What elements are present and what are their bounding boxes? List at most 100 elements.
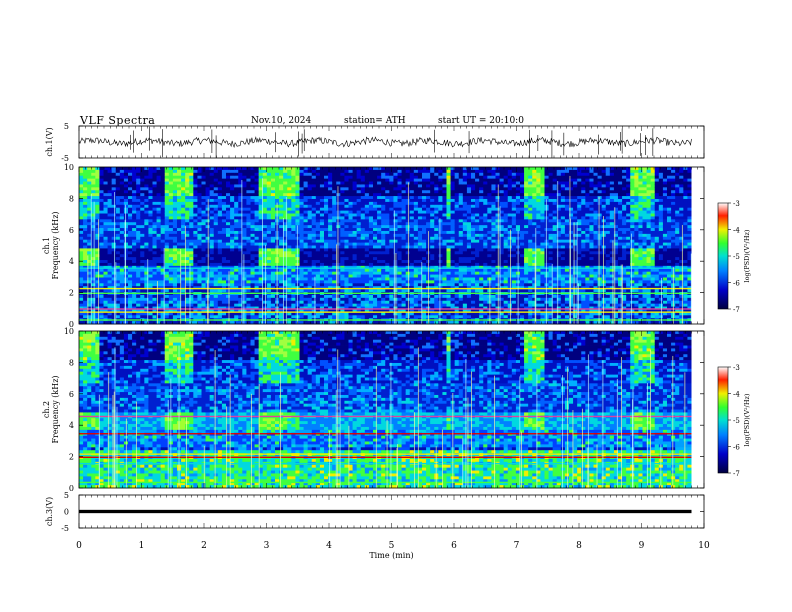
spectrogram-cell [79,190,84,194]
spectrogram-cell [140,222,145,226]
spectrogram-cell [373,312,378,316]
spectrogram-cell [226,213,231,217]
spectrogram-cell [234,169,239,174]
spectrogram-cell [230,169,235,174]
spectrogram-cell [401,283,407,287]
spectrogram-cell [172,184,178,188]
spectrogram-cell [430,239,435,243]
spectrogram-cell [250,172,255,177]
spectrogram-cell [201,303,206,307]
spectrogram-cell [201,268,206,273]
spectrogram-cell [234,172,239,177]
spectrogram-cell [262,254,268,258]
spectrogram-cell [340,300,345,305]
spectrogram-cell [385,213,390,217]
spectrogram-cell [348,196,353,200]
spectrogram-cell [250,190,255,194]
spectrogram-cell [446,306,451,310]
spectrogram-cell [95,172,100,177]
spectrogram-cell [409,242,415,246]
spectrogram-cell [115,167,121,171]
spectrogram-cell [115,280,121,284]
spectrogram-cell [181,233,186,238]
spectrogram-cell [405,274,411,278]
spectrogram-cell [172,225,178,229]
spectrogram-cell [430,297,435,302]
spectrogram-cell [234,257,239,261]
spectrogram-cell [230,312,235,316]
spectrogram-cell [430,175,435,180]
spectrogram-cell [393,187,398,191]
spectrogram-cell [226,219,231,223]
spectrogram-cell [413,294,419,299]
spectrogram-cell [344,283,349,287]
spectrogram-cell [119,239,125,243]
spectrogram-cell [381,254,386,258]
spectrogram-cell [389,213,394,217]
spectrogram-cell [413,300,419,305]
spectrogram-cell [189,193,194,197]
spectrogram-cell [373,233,378,238]
spectrogram-cell [189,303,194,307]
spectrogram-cell [103,190,108,194]
spectrogram-cell [83,262,88,267]
spectrogram-cell [430,242,435,246]
spectrogram-cell [107,242,113,246]
spectrogram-cell [238,193,243,197]
spectrogram-cell [373,303,378,307]
spectrogram-cell [164,271,170,275]
spectrogram-cell [136,283,141,287]
spectrogram-cell [177,315,182,319]
spectrogram-cell [209,190,215,194]
spectrogram-cell [111,257,117,261]
spectrogram-cell [217,219,223,223]
spectrogram-cell [303,254,309,258]
spectrogram-cell [348,219,353,223]
spectrogram-cell [168,274,174,278]
spectrogram-cell [156,167,162,171]
spectrogram-cell [344,204,349,209]
spectrogram-cell [332,254,337,258]
spectrogram-cell [95,175,100,180]
spectrogram-cell [332,204,337,209]
spectrogram-cell [152,248,157,252]
spectrogram-cell [132,260,137,264]
spectrogram-cell [266,213,272,217]
spectrogram-cell [336,213,341,217]
spectrogram-cell [311,175,317,180]
spectrogram-cell [307,184,313,188]
spectrogram-cell [360,233,366,238]
spectrogram-cell [279,262,284,267]
spectrogram-cell [303,321,309,325]
spectrogram-cell [136,262,141,267]
spectrogram-cell [438,242,443,246]
spectrogram-cell [226,303,231,307]
spectrogram-cell [377,222,382,226]
spectrogram-cell [287,300,292,305]
spectrogram-cell [450,283,456,287]
spectrogram-cell [140,167,145,171]
spectrogram-cell [258,239,264,243]
spectrogram-cell [446,193,451,197]
spectrogram-cell [234,219,239,223]
spectrogram-cell [254,274,260,278]
spectrogram-cell [254,294,260,299]
spectrogram-cell [336,309,341,313]
spectrogram-cell [413,198,419,203]
spectrogram-cell [185,225,190,229]
spectrogram-cell [132,262,137,267]
spectrogram-cell [401,210,407,214]
spectrogram-cell [283,172,288,177]
spectrogram-cell [221,254,227,258]
spectrogram-cell [258,297,264,302]
spectrogram-cell [148,315,153,319]
spectrogram-cell [148,239,153,243]
spectrogram-cell [283,242,288,246]
spectrogram-cell [332,289,337,293]
spectrogram-cell [148,312,153,316]
spectrogram-cell [319,210,325,214]
spectrogram-cell [136,242,141,246]
spectrogram-cell [270,222,276,226]
spectrogram-cell [352,303,358,307]
spectrogram-cell [172,216,178,220]
